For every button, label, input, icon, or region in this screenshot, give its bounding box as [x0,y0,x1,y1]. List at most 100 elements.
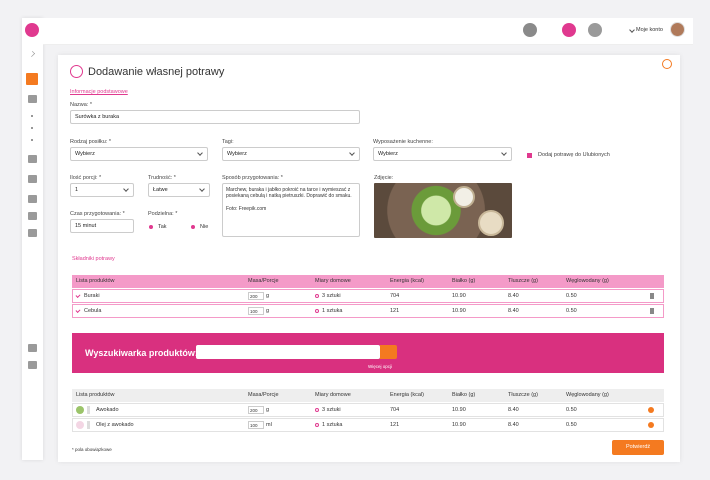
table-row [72,418,664,432]
protein: 10.90 [452,407,466,413]
measure-icon [315,423,319,427]
required-note: * pola obowiązkowe [72,447,112,452]
delete-button[interactable] [650,293,654,299]
column-header: Energia (kcal) [390,392,424,398]
logo [25,23,39,37]
select[interactable] [148,183,210,197]
mass-value: 200 [250,408,258,413]
mass-input[interactable] [248,421,264,429]
measure-icon [315,309,319,313]
menu-icon[interactable] [28,155,37,163]
column-header: Tłuszcze (g) [508,392,538,398]
product-thumb [76,406,84,414]
radio-yes[interactable] [149,225,153,229]
protein: 10.90 [452,422,466,428]
field-label: Tagi: [222,139,234,145]
add-button[interactable] [648,422,654,428]
field-label: Ilość porcji: * [70,175,102,181]
mass-input[interactable] [248,406,264,414]
info-icon [87,421,90,429]
select[interactable] [222,147,360,161]
search-label: Wyszukiwarka produktów: [85,348,198,358]
radio-label: Tak [158,224,167,230]
menu-icon[interactable] [28,195,37,203]
measure: 1 sztuka [322,422,343,428]
field-label: Nazwa: * [70,102,93,108]
textarea-credit: Foto: Freepik.com [226,206,267,212]
table-header [72,275,664,288]
fat: 8.40 [508,407,519,413]
field-value: 1 [75,187,79,193]
column-header: Węglowodany (g) [566,278,609,284]
product-name: Awokado [96,407,119,413]
menu-icon[interactable] [28,229,37,237]
avatar[interactable] [670,22,685,37]
menu-dot [31,115,33,117]
menu-icon[interactable] [28,175,37,183]
column-header: Masa/Porcje [248,392,279,398]
column-header: Tłuszcze (g) [508,278,538,284]
account-menu[interactable]: Moje konto [636,27,663,33]
carbs: 0.50 [566,407,577,413]
menu-dot [31,139,33,141]
energy: 704 [390,407,400,413]
column-header: Białko (g) [452,392,476,398]
energy: 121 [390,308,400,314]
select[interactable] [70,147,208,161]
unit: g [266,308,270,314]
radio-label: Nie [200,224,209,230]
table-header [72,389,664,402]
more-options[interactable]: Więcej opcji [368,364,393,369]
help-icon[interactable] [662,59,672,69]
menu-icon[interactable] [28,95,37,103]
menu-icon[interactable] [28,212,37,220]
field-label: Podzielna: * [148,211,178,217]
select[interactable] [373,147,512,161]
photo-bowl [478,210,504,236]
search-button[interactable] [380,345,397,359]
favorite-checkbox[interactable] [527,153,532,158]
section-title: Składniki potrawy [72,256,115,262]
fat: 8.40 [508,308,519,314]
confirm-button[interactable] [612,440,664,455]
mass-input[interactable] [248,307,264,315]
fat: 8.40 [508,422,519,428]
mass-value: 100 [250,423,258,428]
measure: 3 sztuki [322,293,341,299]
input[interactable] [70,219,134,233]
protein: 10.90 [452,308,466,314]
field-label: Wyposażenie kuchenne: [373,139,433,145]
column-header: Miary domowe [315,278,351,284]
measure: 1 sztuka [322,308,343,314]
carbs: 0.50 [566,308,577,314]
input[interactable] [70,110,360,124]
column-header: Masa/Porcje [248,278,279,284]
calendar-button[interactable] [523,23,537,37]
page-title: Dodawanie własnej potrawy [88,66,225,78]
menu-dashboard[interactable] [26,73,38,85]
photo-bowl [453,186,475,208]
cart-button[interactable] [588,23,602,37]
product-name: Olej z awokado [96,422,134,428]
radio-no[interactable] [191,225,195,229]
field-value: 15 minut [75,223,97,229]
delete-button[interactable] [650,308,654,314]
select[interactable] [70,183,134,197]
menu-dot [31,127,33,129]
column-header: Lista produktów [76,392,115,398]
product-name: Cebula [84,308,102,314]
unit: g [266,293,270,299]
menu-icon[interactable] [28,361,37,369]
measure: 3 sztuki [322,407,341,413]
table-row [72,304,664,318]
add-button[interactable] [648,407,654,413]
favorite-label: Dodaj potrawę do Ulubionych [538,152,610,158]
profile-logo[interactable] [562,23,576,37]
carbs: 0.50 [566,293,577,299]
mass-input[interactable] [248,292,264,300]
search-input[interactable] [196,345,380,359]
menu-icon[interactable] [28,344,37,352]
field-label: Czas przygotowania: * [70,211,125,217]
textarea[interactable] [222,183,360,237]
